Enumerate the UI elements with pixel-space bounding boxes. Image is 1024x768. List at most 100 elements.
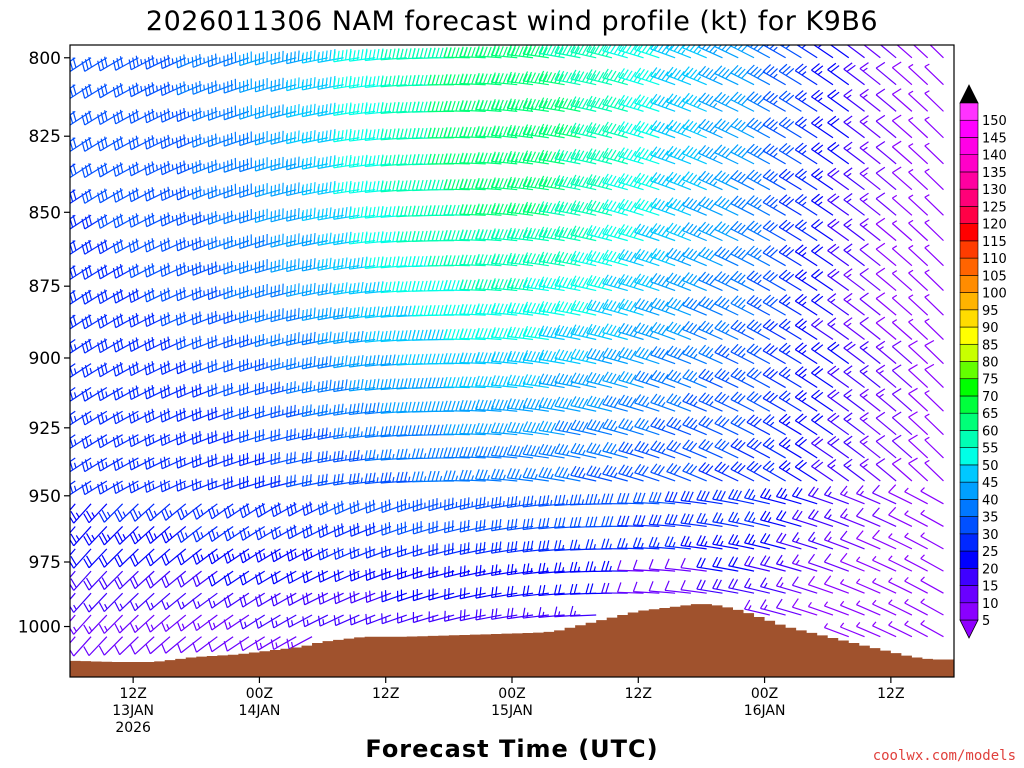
wind-barb: [302, 524, 329, 539]
y-tick-label: 875: [29, 277, 61, 297]
wind-barb: [811, 459, 834, 482]
wind-barb: [846, 45, 865, 59]
wind-barb: [270, 475, 297, 489]
wind-barb: [570, 174, 597, 191]
wind-barb: [364, 402, 392, 415]
wind-barb: [239, 452, 265, 467]
wind-barb: [908, 434, 929, 459]
wind-barb: [586, 45, 613, 59]
wind-barb: [888, 577, 913, 594]
wind-barb: [650, 93, 676, 112]
wind-barb: [475, 541, 502, 555]
wind-barb: [778, 366, 802, 389]
colorbar-swatch: [959, 361, 979, 380]
wind-barb: [794, 389, 818, 412]
wind-barb: [744, 599, 770, 616]
wind-barb: [746, 343, 771, 365]
wind-barb: [128, 263, 155, 279]
wind-barb: [843, 193, 865, 216]
wind-barb: [586, 465, 613, 482]
wind-barb: [254, 334, 281, 348]
colorbar-swatch: [959, 223, 979, 242]
wind-barb: [778, 63, 802, 86]
wind-barb: [254, 183, 281, 198]
wind-barb: [827, 389, 850, 412]
wind-barb: [888, 484, 913, 505]
wind-barb: [569, 605, 597, 617]
wind-barb: [286, 636, 313, 650]
wind-barb: [254, 382, 281, 396]
wind-barb: [81, 314, 108, 330]
x-tick-label: 12Z: [625, 686, 652, 702]
wind-barb: [70, 526, 76, 534]
wind-barb: [920, 576, 944, 594]
wind-barb: [778, 116, 802, 139]
wind-barb: [875, 166, 897, 191]
wind-barb: [144, 55, 171, 70]
wind-barb: [128, 337, 155, 352]
wind-barb: [144, 480, 171, 493]
wind-barb: [601, 516, 628, 528]
wind-barb: [811, 89, 834, 112]
x-tick-label: 12Z: [119, 686, 146, 702]
wind-barb: [823, 508, 849, 528]
wind-barb: [239, 334, 265, 348]
wind-barb: [301, 427, 328, 441]
wind-barb: [160, 81, 187, 97]
wind-barb: [554, 251, 581, 267]
wind-barb: [650, 417, 676, 436]
wind-barb: [474, 375, 502, 389]
wind-barb: [81, 214, 108, 230]
colorbar-label: 150: [982, 114, 1007, 129]
wind-barb: [286, 182, 313, 197]
wind-barb: [775, 576, 802, 594]
wind-barb: [650, 146, 676, 165]
wind-barb: [506, 541, 534, 554]
wind-barb: [843, 435, 865, 459]
wind-barb: [175, 211, 202, 227]
wind-barb: [286, 614, 313, 628]
wind-barb: [762, 367, 786, 389]
wind-barb: [144, 385, 171, 400]
wind-barb: [145, 526, 171, 544]
wind-barb: [794, 63, 818, 86]
colorbar-label: 135: [982, 166, 1007, 181]
wind-barb: [70, 548, 92, 569]
colorbar-swatch: [959, 343, 979, 362]
wind-barb: [191, 478, 218, 492]
wind-barb: [778, 413, 802, 436]
colorbar-swatch: [959, 309, 979, 328]
wind-barb: [843, 243, 865, 267]
wind-barb: [891, 140, 913, 165]
wind-barb: [474, 469, 502, 482]
wind-barb: [839, 600, 865, 616]
wind-barb: [618, 298, 644, 316]
wind-barb: [223, 131, 250, 147]
wind-barb: [746, 220, 771, 242]
wind-barb: [538, 325, 565, 341]
wind-barb: [891, 61, 913, 86]
wind-barb: [490, 468, 518, 482]
wind-barb: [762, 117, 786, 139]
wind-barb: [70, 636, 76, 644]
wind-barb: [475, 564, 502, 577]
wind-barb: [859, 115, 881, 139]
wind-barb: [648, 581, 676, 594]
wind-barb: [904, 487, 928, 505]
wind-barb: [714, 344, 739, 365]
wind-barb: [270, 636, 297, 651]
wind-barb: [908, 143, 929, 165]
wind-barb: [570, 348, 597, 365]
wind-barb: [570, 225, 597, 242]
wind-barb: [522, 350, 549, 365]
wind-barb: [650, 346, 676, 365]
x-tick-label: 13JAN: [112, 703, 154, 719]
wind-barb: [618, 94, 644, 112]
wind-barb: [381, 613, 407, 625]
wind-barb: [522, 563, 549, 575]
wind-barb: [714, 391, 739, 412]
wind-barb: [506, 326, 534, 341]
wind-barb: [875, 140, 897, 165]
colorbar-label: 130: [982, 183, 1007, 198]
wind-barb: [794, 244, 818, 267]
